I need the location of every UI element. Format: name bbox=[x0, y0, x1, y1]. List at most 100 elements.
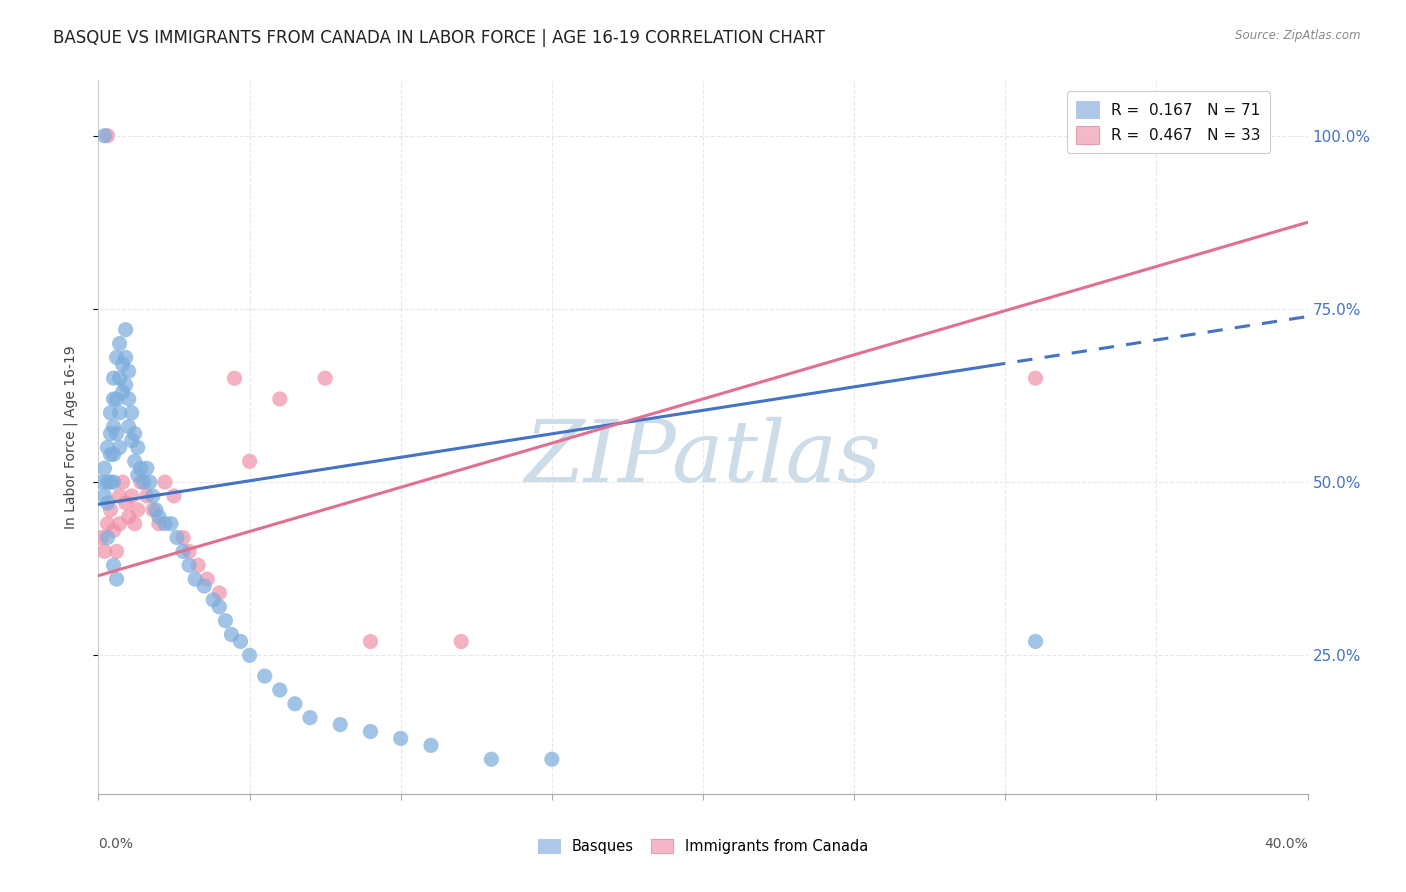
Point bbox=[420, 739, 443, 753]
Point bbox=[96, 531, 118, 545]
Text: 0.0%: 0.0% bbox=[98, 837, 134, 851]
Point bbox=[114, 351, 136, 365]
Point bbox=[208, 599, 231, 614]
Point bbox=[124, 516, 146, 531]
Point bbox=[105, 572, 128, 586]
Legend: R =  0.167   N = 71, R =  0.467   N = 33: R = 0.167 N = 71, R = 0.467 N = 33 bbox=[1067, 92, 1270, 153]
Point bbox=[139, 475, 162, 489]
Point bbox=[360, 724, 382, 739]
Point bbox=[221, 627, 243, 641]
Point bbox=[118, 392, 141, 406]
Point bbox=[153, 516, 176, 531]
Point bbox=[127, 503, 149, 517]
Point bbox=[135, 461, 157, 475]
Point bbox=[127, 441, 149, 455]
Point bbox=[269, 682, 291, 697]
Point bbox=[314, 371, 336, 385]
Point bbox=[214, 614, 236, 628]
Point bbox=[93, 489, 115, 503]
Point bbox=[103, 558, 125, 573]
Point bbox=[100, 503, 122, 517]
Point bbox=[148, 509, 170, 524]
Point bbox=[187, 558, 209, 573]
Text: Source: ZipAtlas.com: Source: ZipAtlas.com bbox=[1236, 29, 1361, 42]
Point bbox=[100, 426, 122, 441]
Point bbox=[93, 128, 115, 143]
Point bbox=[103, 475, 125, 489]
Point bbox=[299, 711, 322, 725]
Text: ZIPatlas: ZIPatlas bbox=[524, 417, 882, 500]
Point bbox=[1024, 371, 1046, 385]
Point bbox=[121, 434, 143, 448]
Point bbox=[108, 371, 131, 385]
Point bbox=[103, 524, 125, 538]
Point bbox=[93, 544, 115, 558]
Point bbox=[121, 406, 143, 420]
Point bbox=[114, 496, 136, 510]
Point bbox=[224, 371, 246, 385]
Point bbox=[96, 441, 118, 455]
Point bbox=[239, 648, 262, 663]
Point bbox=[166, 531, 188, 545]
Point bbox=[179, 558, 201, 573]
Point bbox=[172, 544, 194, 558]
Point bbox=[105, 351, 128, 365]
Point bbox=[124, 454, 146, 468]
Point bbox=[450, 634, 472, 648]
Point bbox=[1024, 634, 1046, 648]
Point bbox=[105, 392, 128, 406]
Point bbox=[269, 392, 291, 406]
Point bbox=[239, 454, 262, 468]
Point bbox=[108, 406, 131, 420]
Point bbox=[105, 544, 128, 558]
Point bbox=[114, 323, 136, 337]
Point bbox=[105, 426, 128, 441]
Point bbox=[90, 475, 112, 489]
Point bbox=[118, 364, 141, 378]
Point bbox=[96, 475, 118, 489]
Point bbox=[118, 509, 141, 524]
Point bbox=[172, 531, 194, 545]
Point bbox=[96, 516, 118, 531]
Point bbox=[103, 447, 125, 461]
Point bbox=[96, 496, 118, 510]
Point bbox=[111, 475, 134, 489]
Point bbox=[103, 419, 125, 434]
Point bbox=[389, 731, 412, 746]
Y-axis label: In Labor Force | Age 16-19: In Labor Force | Age 16-19 bbox=[63, 345, 77, 529]
Point bbox=[96, 128, 118, 143]
Point bbox=[142, 503, 165, 517]
Point bbox=[114, 378, 136, 392]
Point bbox=[195, 572, 218, 586]
Point bbox=[179, 544, 201, 558]
Point bbox=[108, 489, 131, 503]
Point bbox=[132, 475, 155, 489]
Point bbox=[184, 572, 207, 586]
Point bbox=[108, 336, 131, 351]
Point bbox=[100, 475, 122, 489]
Point bbox=[163, 489, 186, 503]
Point bbox=[540, 752, 562, 766]
Point bbox=[108, 441, 131, 455]
Point bbox=[124, 426, 146, 441]
Point bbox=[129, 461, 152, 475]
Point bbox=[121, 489, 143, 503]
Point bbox=[103, 392, 125, 406]
Point bbox=[111, 385, 134, 400]
Point bbox=[127, 468, 149, 483]
Point bbox=[108, 516, 131, 531]
Point bbox=[208, 586, 231, 600]
Point bbox=[103, 371, 125, 385]
Legend: Basques, Immigrants from Canada: Basques, Immigrants from Canada bbox=[533, 832, 873, 860]
Point bbox=[135, 489, 157, 503]
Point bbox=[111, 357, 134, 371]
Point bbox=[284, 697, 307, 711]
Point bbox=[481, 752, 503, 766]
Point bbox=[148, 516, 170, 531]
Point bbox=[153, 475, 176, 489]
Point bbox=[129, 475, 152, 489]
Point bbox=[202, 593, 225, 607]
Text: 40.0%: 40.0% bbox=[1264, 837, 1308, 851]
Point bbox=[100, 447, 122, 461]
Point bbox=[100, 406, 122, 420]
